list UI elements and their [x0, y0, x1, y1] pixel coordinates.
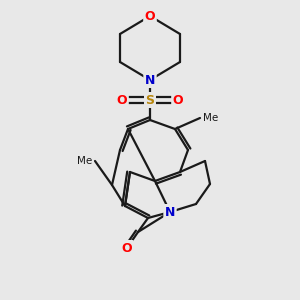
- Text: O: O: [145, 10, 155, 22]
- Text: Me: Me: [203, 113, 218, 123]
- Text: N: N: [145, 74, 155, 86]
- Text: N: N: [165, 206, 175, 218]
- Text: O: O: [173, 94, 183, 106]
- Text: S: S: [146, 94, 154, 106]
- Text: O: O: [117, 94, 127, 106]
- Text: O: O: [122, 242, 132, 254]
- Text: Me: Me: [77, 156, 92, 166]
